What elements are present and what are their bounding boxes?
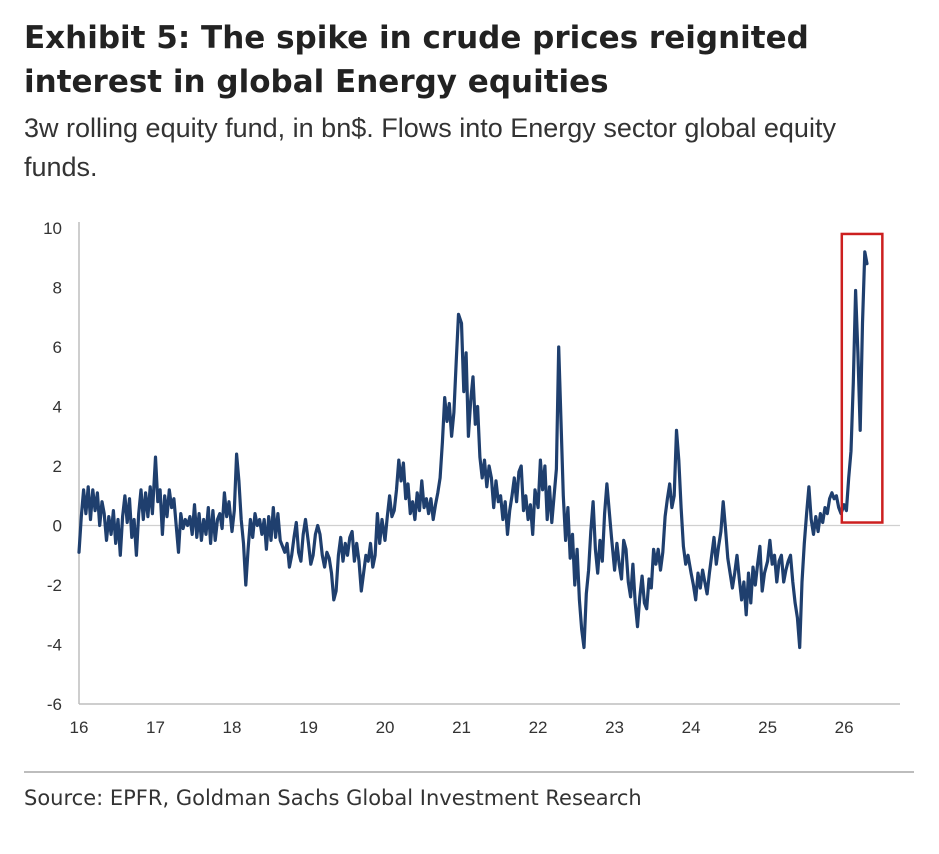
x-tick-label: 16 (70, 718, 89, 737)
energy-flows-series-line (77, 250, 869, 650)
y-tick-label: 2 (53, 457, 62, 476)
y-tick-labels: 10 8 6 4 2 0 -2 -4 -6 (43, 219, 62, 714)
x-tick-labels: 16 17 18 19 20 21 22 23 24 25 26 (70, 718, 854, 737)
chart-subtitle: 3w rolling equity fund, in bn$. Flows in… (24, 113, 836, 182)
x-tick-label: 19 (299, 718, 318, 737)
x-tick-label: 24 (682, 718, 701, 737)
x-tick-label: 26 (835, 718, 854, 737)
x-tick-label: 20 (376, 718, 395, 737)
y-tick-label: 8 (53, 279, 62, 298)
x-tick-label: 25 (758, 718, 777, 737)
footer-divider (24, 771, 914, 773)
source-note: Source: EPFR, Goldman Sachs Global Inves… (24, 786, 642, 810)
x-tick-label: 22 (529, 718, 548, 737)
highlight-box (840, 232, 884, 524)
x-tick-label: 17 (146, 718, 165, 737)
chart-title: Exhibit 5: The spike in crude prices rei… (24, 20, 809, 100)
x-tick-label: 23 (605, 718, 624, 737)
x-tick-label: 21 (452, 718, 471, 737)
y-tick-label: 10 (43, 219, 62, 238)
y-tick-label: 6 (53, 338, 62, 357)
y-tick-label: -4 (47, 636, 62, 655)
y-tick-label: 0 (53, 517, 62, 536)
x-tick-label: 18 (223, 718, 242, 737)
y-tick-label: -2 (47, 576, 62, 595)
y-tick-label: -6 (47, 695, 62, 714)
y-tick-label: 4 (53, 398, 62, 417)
